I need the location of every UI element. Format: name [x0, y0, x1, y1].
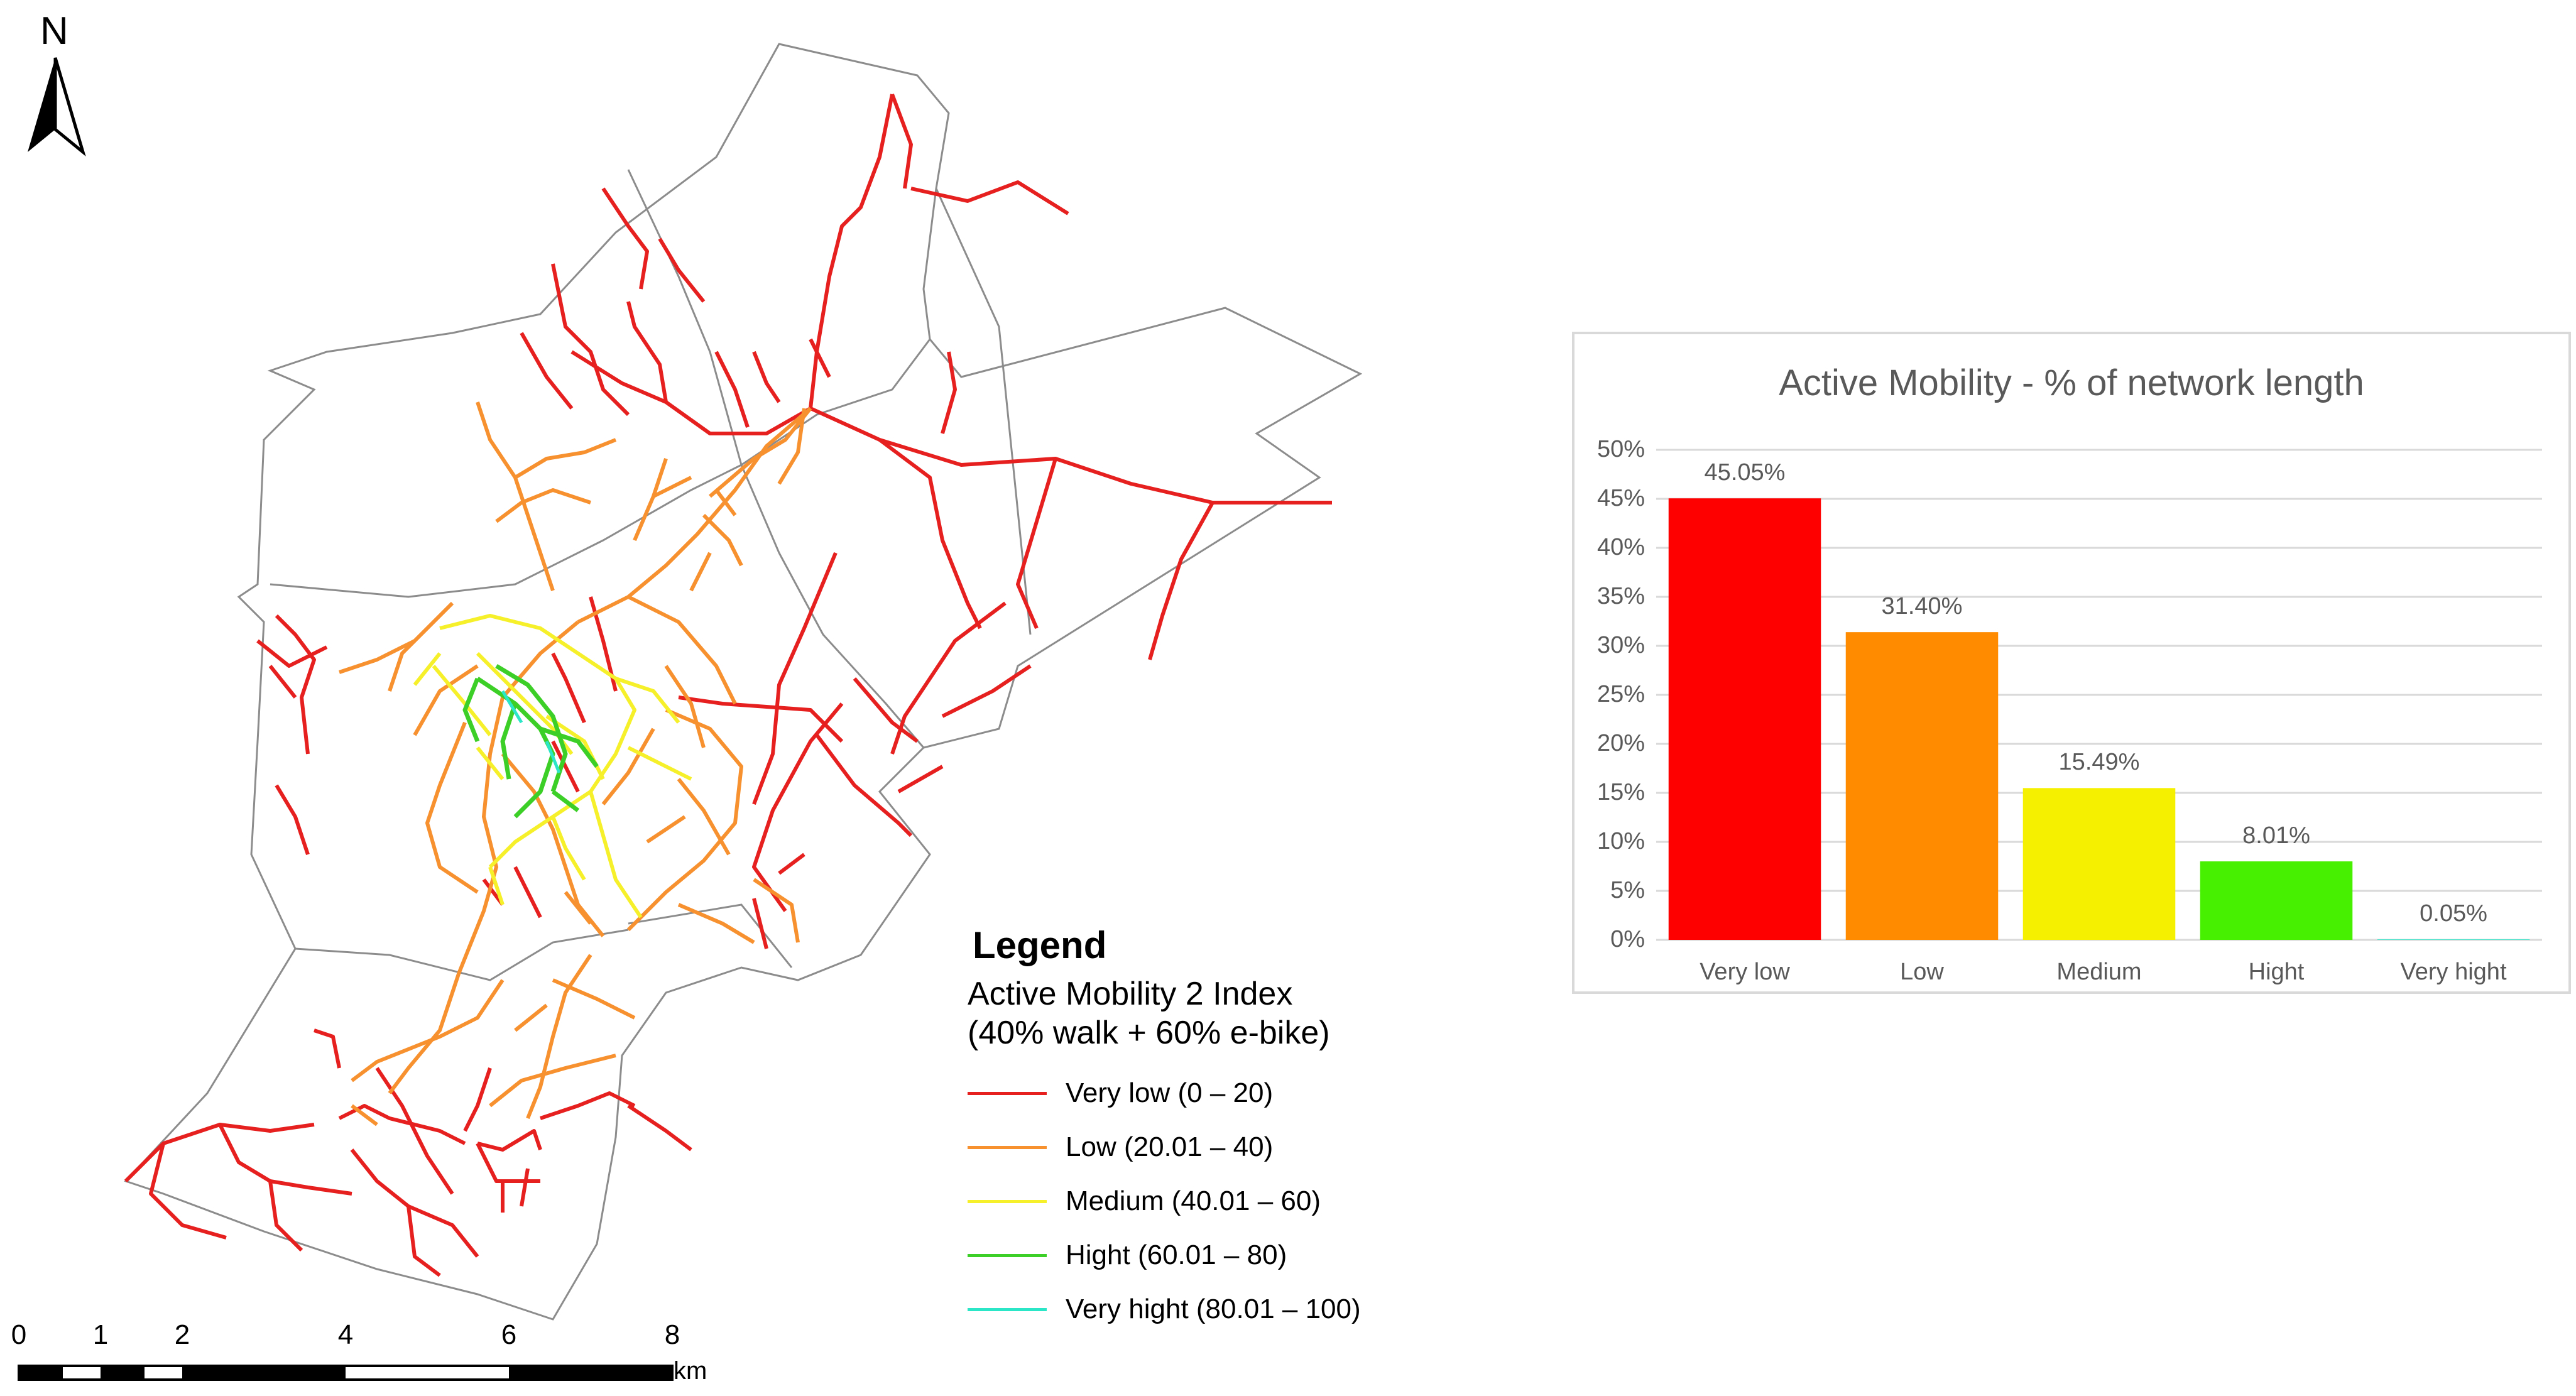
- y-tick-label: 10%: [1596, 828, 1645, 854]
- legend-label: Very low (0 – 20): [1066, 1077, 1274, 1108]
- scale-unit: km: [674, 1357, 707, 1385]
- district-boundary-internal: [270, 464, 742, 598]
- y-tick-label: 50%: [1596, 436, 1645, 462]
- scale-tick-label: 2: [174, 1319, 190, 1350]
- north-label: N: [40, 9, 68, 53]
- chart-title: Active Mobility - % of network length: [1779, 363, 2364, 403]
- y-tick-label: 0%: [1610, 926, 1645, 952]
- legend-index-name: Active Mobility 2 Index: [968, 976, 1293, 1012]
- legend-swatch: [968, 1091, 1047, 1095]
- legend-item: Very low (0 – 20): [968, 1074, 1273, 1112]
- y-tick-label: 45%: [1596, 485, 1645, 511]
- legend-item: Medium (40.01 – 60): [968, 1182, 1321, 1220]
- legend-swatch: [968, 1253, 1047, 1257]
- road-network-very-low: [124, 93, 1332, 1277]
- bar-value-label: 31.40%: [1881, 593, 1963, 620]
- district-boundary-internal: [740, 464, 925, 748]
- bar-medium: [2022, 788, 2176, 940]
- bar-value-label: 15.49%: [2058, 749, 2140, 776]
- x-tick-label: Very hight: [2400, 959, 2507, 985]
- district-boundaries: [124, 43, 1363, 1321]
- bar-value-label: 8.01%: [2242, 822, 2310, 849]
- x-tick-label: Hight: [2248, 959, 2305, 985]
- district-boundary-internal: [935, 188, 1032, 635]
- y-tick-label: 40%: [1596, 534, 1645, 560]
- scale-tick-label: 4: [337, 1319, 354, 1350]
- scale-tick-label: 0: [11, 1319, 27, 1350]
- bar-chart: Active Mobility - % of network length 0%…: [1572, 332, 2571, 994]
- legend-index-formula: (40% walk + 60% e-bike): [968, 1015, 1330, 1051]
- bar-very-low: [1668, 498, 1821, 940]
- road-network-medium: [413, 614, 692, 919]
- y-tick-label: 30%: [1596, 632, 1645, 658]
- legend-label: Hight (60.01 – 80): [1066, 1240, 1287, 1270]
- scale-tick-label: 8: [664, 1319, 680, 1350]
- legend-label: Medium (40.01 – 60): [1066, 1186, 1321, 1216]
- scale-tick-label: 6: [501, 1319, 517, 1350]
- y-tick-label: 5%: [1610, 877, 1645, 903]
- legend-swatch: [968, 1145, 1047, 1149]
- x-tick-label: Very low: [1700, 959, 1790, 985]
- bar-value-label: 0.05%: [2420, 900, 2487, 927]
- legend-swatch: [968, 1199, 1047, 1203]
- district-boundary-internal: [628, 903, 793, 968]
- legend-item: Very hight (80.01 – 100): [968, 1290, 1361, 1328]
- bar-value-label: 45.05%: [1704, 459, 1786, 486]
- district-boundary-internal: [295, 929, 629, 981]
- legend-item: Low (20.01 – 40): [968, 1128, 1273, 1166]
- district-boundary-outline: [124, 43, 1363, 1321]
- bar-very-hight: [2377, 939, 2530, 940]
- y-tick-label: 25%: [1596, 681, 1645, 707]
- legend-title: Legend: [973, 924, 1107, 966]
- y-tick-label: 20%: [1596, 730, 1645, 756]
- north-arrow-icon: [28, 57, 86, 157]
- scale-bar: [18, 1365, 674, 1381]
- legend-swatch: [968, 1307, 1047, 1311]
- road-network-very-high: [501, 690, 561, 773]
- district-boundary-internal: [741, 339, 931, 466]
- bar-low: [1845, 632, 1999, 940]
- legend-label: Very hight (80.01 – 100): [1066, 1294, 1361, 1324]
- scale-tick-label: 1: [92, 1319, 109, 1350]
- x-tick-label: Medium: [2056, 959, 2142, 985]
- bar-hight: [2200, 861, 2353, 940]
- district-boundary-internal: [627, 169, 743, 466]
- x-tick-label: Low: [1900, 959, 1944, 985]
- y-tick-label: 15%: [1596, 779, 1645, 805]
- chart-plot: [1656, 449, 2542, 941]
- road-network-low: [339, 401, 812, 1126]
- legend-item: Hight (60.01 – 80): [968, 1236, 1287, 1274]
- y-tick-label: 35%: [1596, 583, 1645, 609]
- legend-label: Low (20.01 – 40): [1066, 1132, 1274, 1162]
